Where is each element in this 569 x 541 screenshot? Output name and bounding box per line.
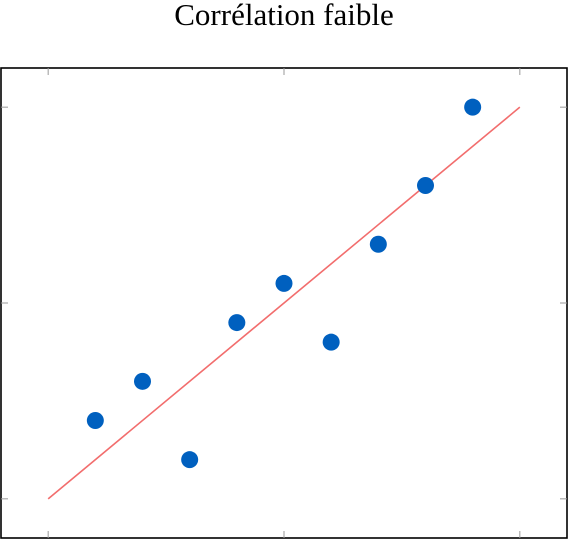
point: [86, 412, 104, 429]
point: [369, 235, 387, 253]
point: [228, 314, 246, 332]
point: [417, 177, 434, 194]
point: [322, 333, 340, 351]
point: [181, 451, 199, 469]
point: [134, 372, 151, 390]
trend-line: [47, 106, 521, 500]
point: [275, 274, 293, 292]
chart-title: Corrélation faible: [174, 0, 394, 32]
point: [464, 98, 482, 116]
